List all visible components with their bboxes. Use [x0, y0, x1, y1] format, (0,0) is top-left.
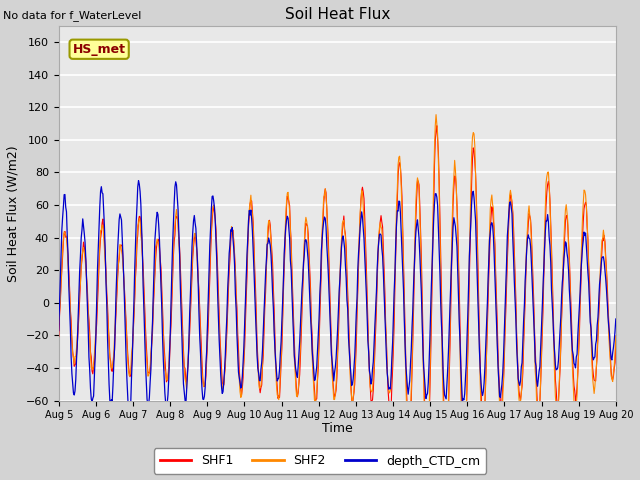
- Legend: SHF1, SHF2, depth_CTD_cm: SHF1, SHF2, depth_CTD_cm: [154, 448, 486, 474]
- X-axis label: Time: Time: [322, 421, 353, 435]
- Text: No data for f_WaterLevel: No data for f_WaterLevel: [3, 11, 141, 22]
- Y-axis label: Soil Heat Flux (W/m2): Soil Heat Flux (W/m2): [7, 145, 20, 282]
- Title: Soil Heat Flux: Soil Heat Flux: [285, 7, 390, 22]
- Text: HS_met: HS_met: [73, 43, 125, 56]
